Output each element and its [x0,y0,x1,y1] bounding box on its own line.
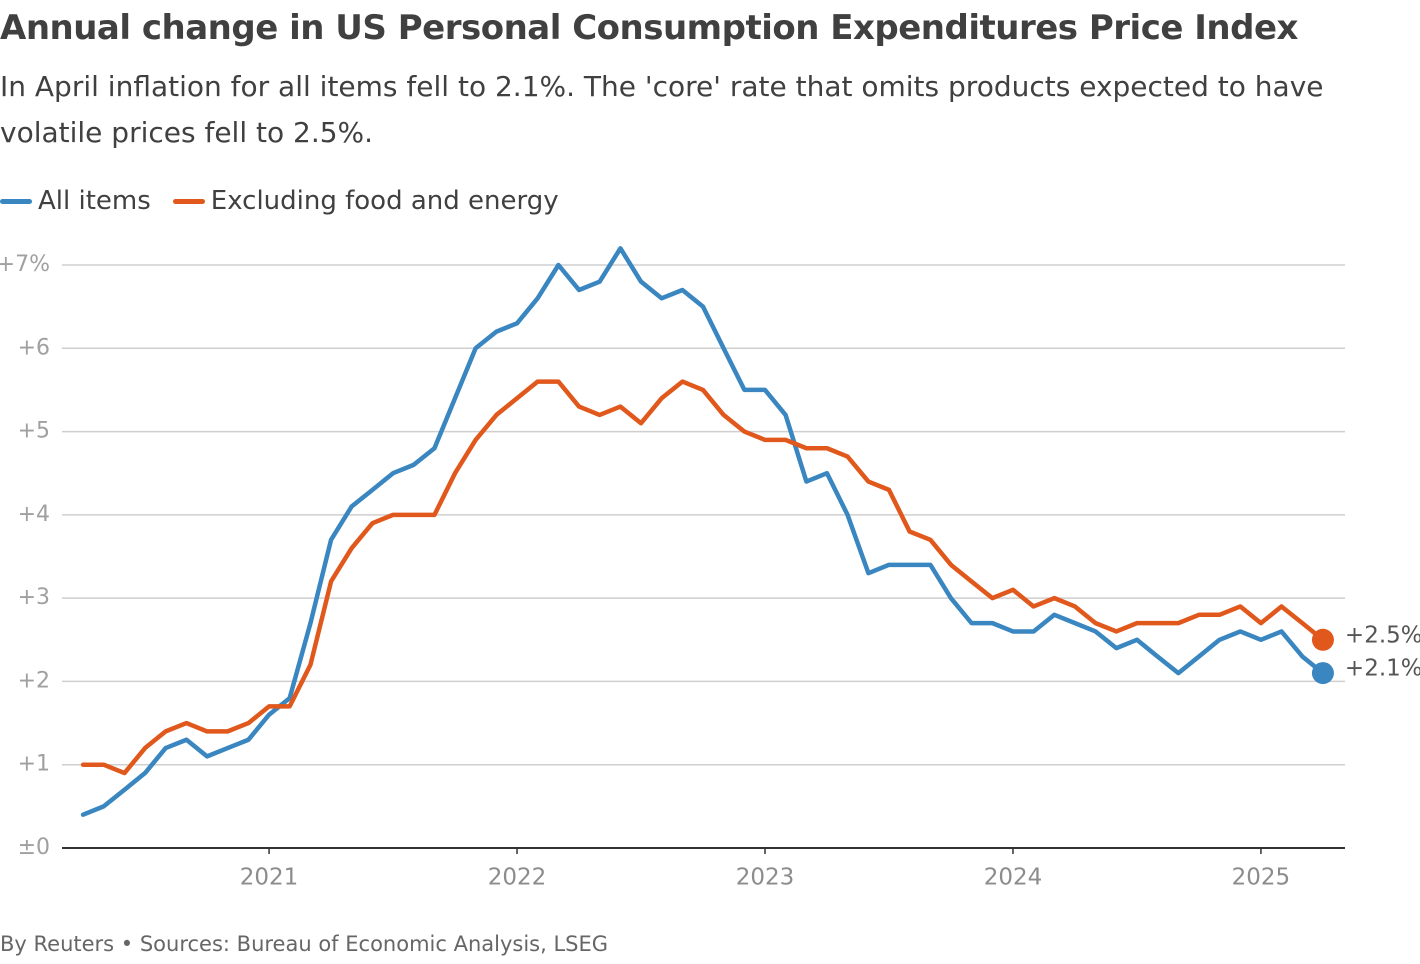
y-tick-label: +7% [0,252,50,277]
x-tick-label: 2024 [984,865,1043,891]
x-tick-label: 2025 [1232,865,1291,891]
end-label: +2.5% [1345,622,1420,648]
y-tick-label: ±0 [18,835,50,860]
legend-item: Excluding food and energy [172,186,559,216]
end-label: +2.1% [1345,656,1420,682]
series-line [80,379,1326,776]
x-tick-label: 2023 [736,865,795,891]
y-tick-label: +1 [18,752,50,777]
end-dot [1311,662,1334,685]
y-tick-label: +2 [18,668,50,693]
x-tick-label: 2022 [488,865,547,891]
y-tick-label: +4 [18,502,50,527]
y-tick-label: +6 [18,335,50,360]
series-line [80,246,1326,817]
x-tick-label: 2021 [240,865,299,891]
chart-subtitle: In April inflation for all items fell to… [0,70,1324,149]
legend-label: All items [38,186,151,216]
legend: All items Excluding food and energy [0,186,581,216]
chart-title: Annual change in US Personal Consumption… [0,8,1298,48]
legend-label: Excluding food and energy [210,186,559,216]
y-tick-label: +5 [18,419,50,444]
legend-swatch [0,198,32,204]
end-dot [1311,628,1334,651]
legend-item: All items [0,186,151,216]
legend-swatch [172,198,205,204]
y-tick-label: +3 [18,585,50,610]
source-note: By Reuters • Sources: Bureau of Economic… [0,932,609,956]
